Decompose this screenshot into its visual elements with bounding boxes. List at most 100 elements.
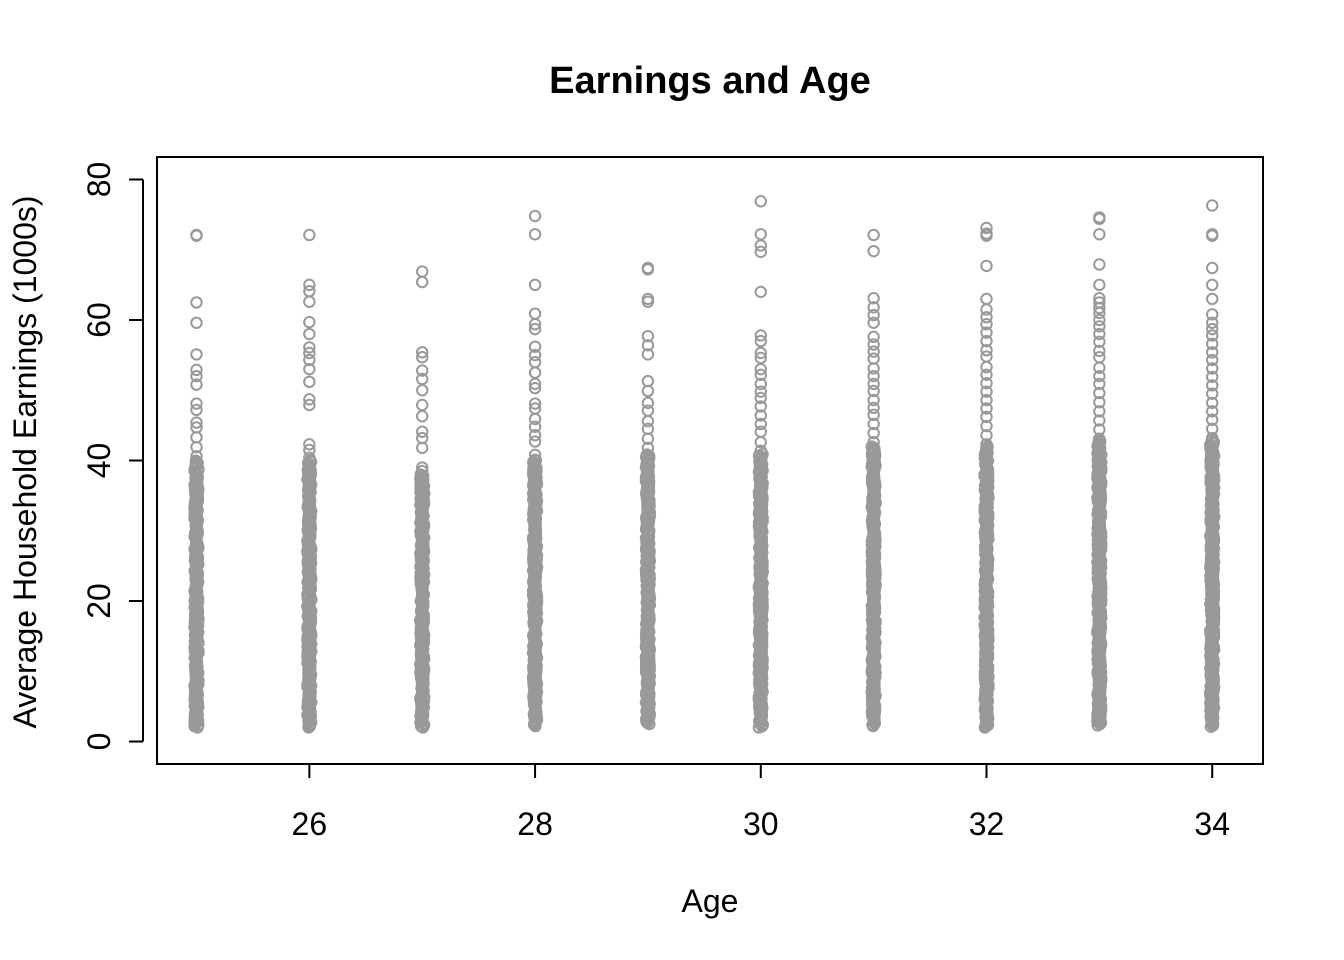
data-point [754,245,767,259]
data-point [303,315,316,329]
data-point [416,410,429,423]
data-point [754,334,767,348]
data-point [1093,405,1106,418]
data-point [867,345,880,358]
data-point [754,400,767,413]
data-point [303,451,316,464]
data-point [867,408,880,422]
data-point [980,385,993,398]
data-point [1206,199,1219,212]
data-point [641,404,655,417]
data-point [1093,313,1106,327]
data-point [528,307,542,320]
data-point [980,402,993,415]
data-point [1093,432,1106,445]
data-point [980,292,993,306]
data-point [641,396,655,410]
data-point [416,351,429,364]
data-point [528,348,542,362]
data-point [754,285,767,299]
data-point [303,443,316,457]
data-point [641,384,655,398]
data-point [867,436,880,449]
data-point [1206,353,1219,367]
data-point [190,403,203,417]
data-point [980,360,993,374]
data-point [754,329,767,342]
data-point [528,278,542,292]
data-point [1206,396,1219,410]
data-point [980,350,993,363]
data-point [528,381,542,395]
data-point [1093,301,1106,315]
x-tick-label: 30 [743,806,779,842]
data-point [980,334,993,348]
data-point [1206,292,1219,306]
data-point [980,393,993,407]
data-point [1093,344,1106,358]
x-tick-label: 32 [969,806,1005,842]
x-tick-label: 34 [1194,806,1230,842]
data-point [190,348,203,361]
data-point [980,441,993,455]
data-point [1093,228,1106,241]
data-point [528,420,542,433]
data-point [754,228,767,241]
data-point [528,435,542,448]
y-axis: 0 20 40 60 80 [81,162,144,751]
data-point [1093,414,1106,427]
data-point [640,448,654,461]
y-tick-label: 40 [81,443,117,479]
data-point [416,364,429,377]
data-point [641,414,655,428]
data-point [980,438,993,451]
y-tick-label: 20 [81,583,117,619]
data-point [1206,229,1219,242]
data-point [303,327,316,341]
data-point [1206,316,1219,330]
data-point [980,318,993,331]
chart-title: Earnings and Age [549,60,871,102]
data-point [1206,261,1219,275]
data-point [1093,351,1106,364]
data-point [1206,329,1219,342]
data-point [641,295,655,308]
data-point [1206,431,1219,445]
data-point [528,377,542,391]
data-point [641,339,655,352]
data-point [754,346,767,360]
data-point [528,340,542,353]
data-point [1093,335,1106,348]
data-point [867,377,880,391]
data-point [1093,377,1106,391]
data-point [980,229,993,242]
data-point [303,393,316,406]
data-point [416,275,429,289]
data-point [528,429,542,442]
data-point [191,456,204,470]
data-point [190,229,203,242]
data-point [867,244,880,258]
data-point [1206,379,1219,392]
data-point [1093,369,1106,383]
data-point [980,377,993,390]
data-point [528,228,542,241]
data-point [754,368,767,381]
data-point [416,425,429,438]
data-point [867,401,880,415]
data-point [416,461,429,474]
data-point [528,412,542,426]
data-point [641,329,655,343]
data-point [528,453,542,466]
data-point [1093,278,1106,292]
data-point [190,416,203,429]
data-point [754,195,767,208]
y-tick-label: 0 [81,733,117,751]
data-point [303,375,316,389]
data-point [1206,387,1219,400]
data-point [867,316,880,330]
x-axis-label: Age [682,883,739,919]
data-point [528,209,542,223]
y-tick-label: 80 [81,162,117,198]
